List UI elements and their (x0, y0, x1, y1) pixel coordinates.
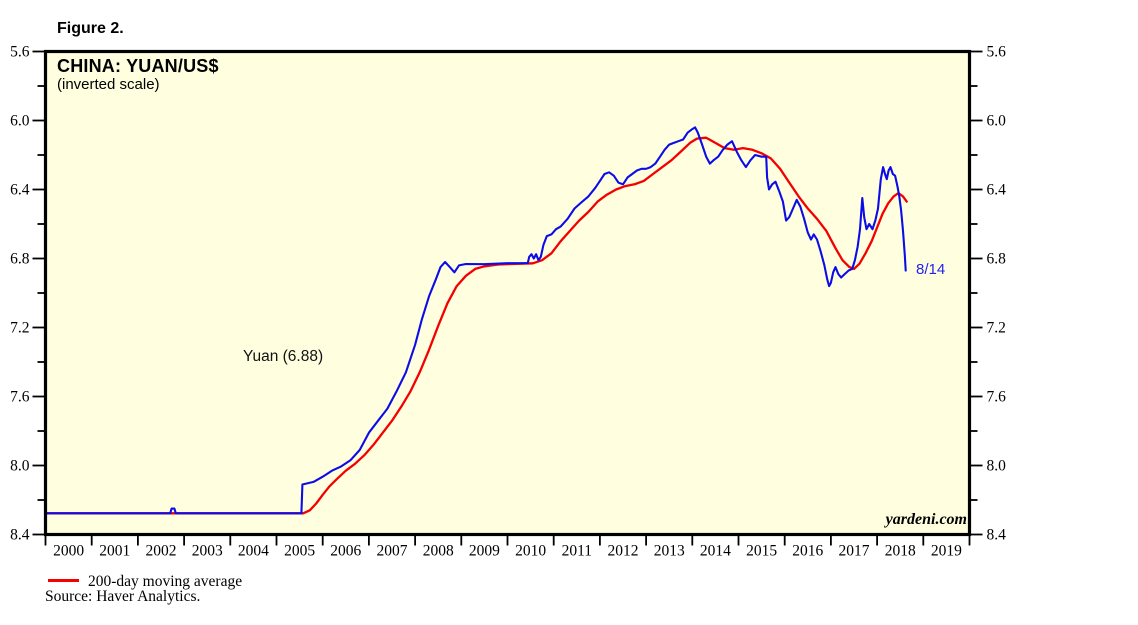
x-axis-year-label: 2006 (330, 543, 361, 560)
x-axis-year-label: 2016 (792, 543, 823, 560)
y-axis-tick-label-right: 8.4 (987, 527, 1007, 544)
y-axis-tick-label-left: 6.8 (10, 251, 30, 268)
y-axis-tick-label-left: 8.4 (10, 527, 30, 544)
legend-label: 200-day moving average (88, 573, 243, 590)
y-axis-tick-label-left: 7.6 (10, 389, 30, 406)
y-axis-tick-label-right: 6.8 (987, 251, 1007, 268)
x-axis-year-label: 2017 (839, 543, 870, 560)
yuan-line (45, 126, 907, 515)
x-axis-year-label: 2014 (700, 543, 731, 560)
y-axis-tick-label-right: 7.6 (987, 389, 1007, 406)
yardeni-watermark: yardeni.com (885, 511, 967, 528)
x-axis-year-label: 2012 (608, 543, 639, 560)
y-axis-tick-label-right: 6.0 (987, 113, 1007, 130)
plot-background (45, 51, 970, 535)
x-axis-year-label: 2005 (284, 543, 315, 560)
x-axis-year-label: 2000 (53, 543, 84, 560)
legend: 200-day moving average (48, 573, 243, 590)
moving-average-swatch (48, 579, 79, 582)
y-axis-tick-label-left: 8.0 (10, 458, 30, 475)
chart-title: CHINA: YUAN/US$ (57, 56, 219, 76)
x-axis-year-label: 2009 (469, 543, 500, 560)
y-axis-tick-label-left: 6.0 (10, 113, 30, 130)
y-axis-tick-label-right: 6.4 (987, 182, 1007, 199)
x-axis-year-label: 2003 (192, 543, 223, 560)
moving-average-line (45, 136, 908, 515)
y-axis-tick-label-right: 7.2 (987, 320, 1006, 337)
x-axis-year-label: 2008 (423, 543, 454, 560)
x-axis-year-label: 2013 (654, 543, 685, 560)
chart-subtitle: (inverted scale) (57, 76, 160, 93)
x-axis-year-label: 2010 (515, 543, 546, 560)
x-axis-year-label: 2002 (146, 543, 177, 560)
y-axis-tick-label-left: 6.4 (10, 182, 30, 199)
figure-label: Figure 2. (57, 20, 124, 37)
y-axis-tick-label-right: 5.6 (987, 44, 1007, 61)
x-axis-year-label: 2001 (99, 543, 130, 560)
y-axis-tick-label-left: 7.2 (10, 320, 29, 337)
x-axis-year-label: 2004 (238, 543, 269, 560)
source-note: Source: Haver Analytics. (45, 588, 201, 605)
y-axis-tick-label-right: 8.0 (987, 458, 1007, 475)
x-axis-year-label: 2007 (377, 543, 408, 560)
x-axis-year-label: 2011 (562, 543, 592, 560)
x-axis-year-label: 2018 (885, 543, 916, 560)
yuan-series-annotation: Yuan (6.88) (243, 348, 324, 365)
x-axis-year-label: 2015 (746, 543, 777, 560)
y-axis-tick-label-left: 5.6 (10, 44, 30, 61)
x-axis-year-label: 2019 (931, 543, 962, 560)
endpoint-date-label: 8/14 (916, 261, 946, 278)
